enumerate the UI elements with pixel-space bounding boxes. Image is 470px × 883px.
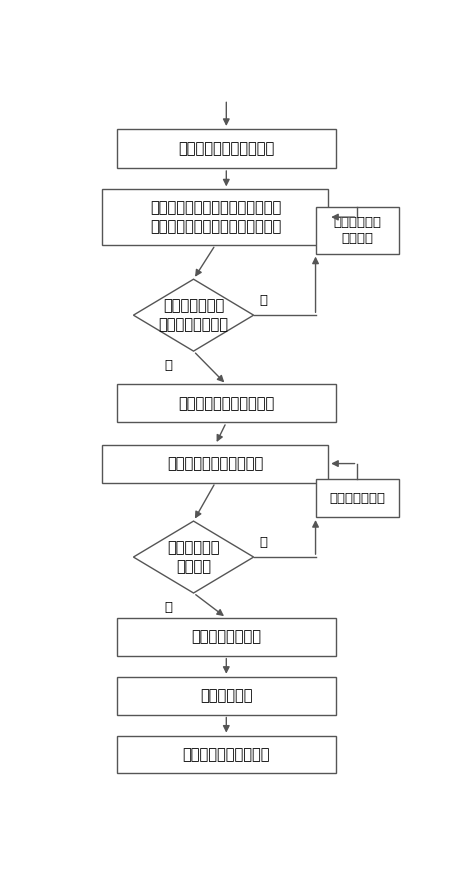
Polygon shape [133,521,254,593]
Text: 潮流收敛判定: 潮流收敛判定 [200,688,252,703]
Text: 求解孤岛交流系统潮流，得到换流
母线从交流系统吸收的有功和无功: 求解孤岛交流系统潮流，得到换流 母线从交流系统吸收的有功和无功 [150,200,281,234]
Bar [102,445,328,482]
Text: 调整换流母线
电压幅值: 调整换流母线 电压幅值 [333,215,382,245]
Bar [117,129,336,168]
Bar [315,479,400,517]
Text: 直流频率限值功能设定: 直流频率限值功能设定 [182,747,270,762]
Bar [315,207,400,253]
Text: 否: 否 [259,294,267,307]
Text: 是: 是 [164,600,172,614]
Polygon shape [133,279,254,351]
Text: 换流器触发角
在限幅内: 换流器触发角 在限幅内 [167,540,220,574]
Bar [117,618,336,656]
Text: 是: 是 [164,359,172,372]
Text: 增加滤波器组数: 增加滤波器组数 [329,492,385,505]
Bar [117,736,336,774]
Bar [117,676,336,714]
Text: 交直流无功交换
是否在设定范围内: 交直流无功交换 是否在设定范围内 [158,298,228,332]
Bar [117,384,336,422]
Text: 确定直流换流器无功小组: 确定直流换流器无功小组 [178,396,274,411]
Text: 否: 否 [259,536,267,549]
Text: 划分交流系统和直流系统: 划分交流系统和直流系统 [178,141,274,156]
Text: 确定直流换流站无功消耗: 确定直流换流站无功消耗 [167,456,264,471]
Text: 确定换流变分接头: 确定换流变分接头 [191,630,261,645]
Bar [102,189,328,245]
